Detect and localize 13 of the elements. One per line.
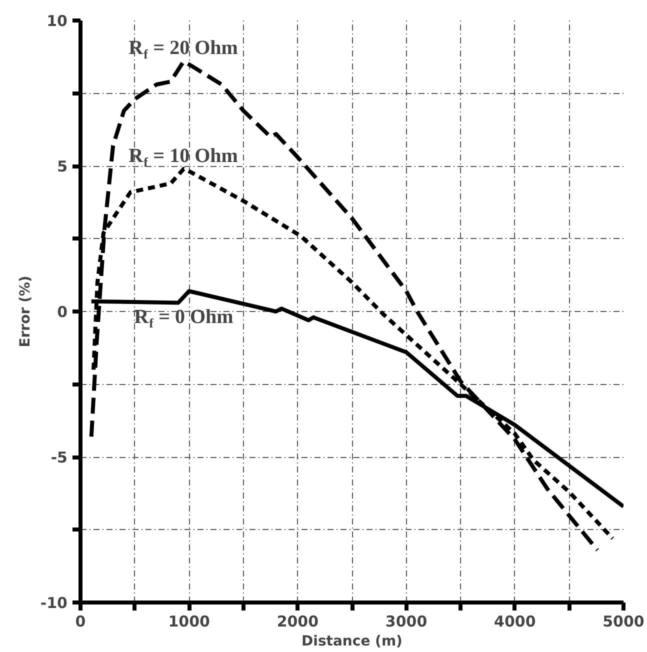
y-tick-label: -5 [50,448,68,466]
x-tick-label: 4000 [494,612,536,630]
y-tick-label: 5 [57,158,68,176]
y-tick-label: -10 [40,594,68,612]
y-tick-label: 0 [57,303,68,321]
y-axis-title: Error (%) [17,276,34,348]
x-tick-label: 0 [75,612,86,630]
y-tick-label: 10 [46,12,68,30]
x-tick-label: 1000 [168,612,210,630]
x-tick-label: 3000 [385,612,428,630]
x-tick-label: 5000 [602,612,644,630]
x-tick-label: 2000 [276,612,319,630]
x-axis-title: Distance (m) [302,634,402,650]
